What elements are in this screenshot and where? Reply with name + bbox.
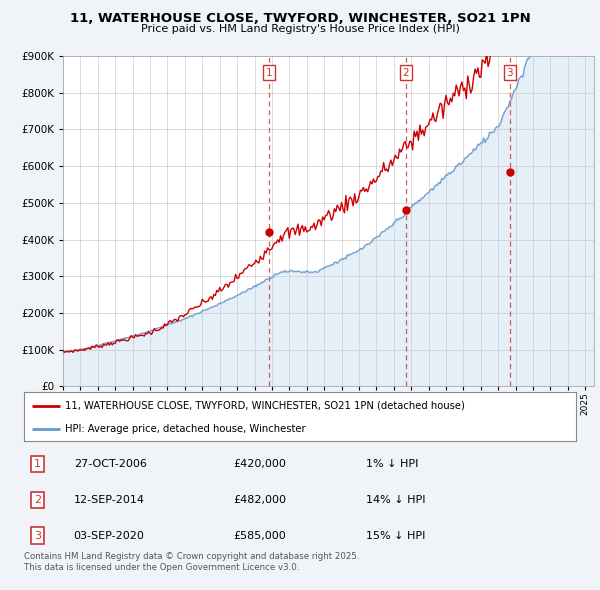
Text: £420,000: £420,000 bbox=[234, 459, 287, 469]
Text: 2: 2 bbox=[34, 495, 41, 504]
Text: £585,000: £585,000 bbox=[234, 530, 287, 540]
Text: 11, WATERHOUSE CLOSE, TWYFORD, WINCHESTER, SO21 1PN: 11, WATERHOUSE CLOSE, TWYFORD, WINCHESTE… bbox=[70, 12, 530, 25]
Text: 14% ↓ HPI: 14% ↓ HPI bbox=[366, 495, 426, 504]
Text: 12-SEP-2014: 12-SEP-2014 bbox=[74, 495, 145, 504]
Text: 11, WATERHOUSE CLOSE, TWYFORD, WINCHESTER, SO21 1PN (detached house): 11, WATERHOUSE CLOSE, TWYFORD, WINCHESTE… bbox=[65, 401, 465, 411]
Text: 1% ↓ HPI: 1% ↓ HPI bbox=[366, 459, 419, 469]
Text: 03-SEP-2020: 03-SEP-2020 bbox=[74, 530, 145, 540]
Text: 3: 3 bbox=[506, 68, 513, 77]
Text: 1: 1 bbox=[34, 459, 41, 469]
Text: 27-OCT-2006: 27-OCT-2006 bbox=[74, 459, 146, 469]
Text: 2: 2 bbox=[403, 68, 409, 77]
Text: 3: 3 bbox=[34, 530, 41, 540]
Text: HPI: Average price, detached house, Winchester: HPI: Average price, detached house, Winc… bbox=[65, 424, 306, 434]
Text: 15% ↓ HPI: 15% ↓ HPI bbox=[366, 530, 425, 540]
Text: Contains HM Land Registry data © Crown copyright and database right 2025.: Contains HM Land Registry data © Crown c… bbox=[24, 552, 359, 561]
Text: £482,000: £482,000 bbox=[234, 495, 287, 504]
Text: Price paid vs. HM Land Registry's House Price Index (HPI): Price paid vs. HM Land Registry's House … bbox=[140, 24, 460, 34]
Text: 1: 1 bbox=[265, 68, 272, 77]
Text: This data is licensed under the Open Government Licence v3.0.: This data is licensed under the Open Gov… bbox=[24, 563, 299, 572]
